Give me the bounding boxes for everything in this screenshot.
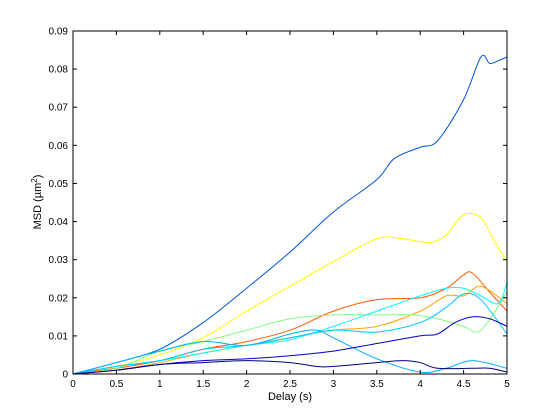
x-axis-label: Delay (s) (268, 391, 312, 403)
y-tick-label: 0.07 (49, 103, 69, 114)
y-tick-label: 0.08 (49, 65, 69, 76)
y-tick-label: 0.03 (49, 255, 69, 266)
x-tick-label: 2 (244, 379, 250, 390)
y-tick-label: 0.04 (49, 217, 69, 228)
x-tick-label: 1.5 (196, 379, 210, 390)
y-axis-label: MSD (µm2) (30, 175, 44, 230)
x-tick-label: 4 (417, 379, 423, 390)
plot-background (73, 31, 507, 374)
x-tick-label: 3.5 (370, 379, 384, 390)
y-axis-label-close: ) (32, 175, 44, 179)
x-tick-label: 0 (70, 379, 76, 390)
series-line-2 (72, 212, 508, 375)
x-tick-label: 4.5 (457, 379, 471, 390)
y-tick-label: 0.09 (49, 27, 69, 38)
y-tick-label: 0.06 (49, 141, 69, 152)
y-tick-label: 0.01 (49, 331, 69, 342)
x-tick-label: 0.5 (109, 379, 123, 390)
series-layer (72, 54, 508, 375)
x-tick-label: 1 (157, 379, 163, 390)
y-tick-label: 0.05 (49, 179, 69, 190)
y-axis-label-superscript: 2 (30, 178, 39, 183)
x-tick-label: 2.5 (283, 379, 297, 390)
axes-layer: 0 0.5 1 1.5 2 2.5 3 3.5 4 4.5 5 0 0.01 0.02 0.03 0.04 0.… (49, 27, 511, 391)
y-tick-label: 0.02 (49, 293, 69, 304)
y-axis-label-main: MSD (µm (32, 183, 44, 230)
series-line-1 (72, 54, 508, 375)
y-tick-label: 0 (62, 370, 68, 381)
series-line-7 (72, 292, 508, 375)
x-tick-label: 5 (504, 379, 510, 390)
series-line-10 (72, 360, 508, 375)
x-tick-label: 3 (331, 379, 337, 390)
